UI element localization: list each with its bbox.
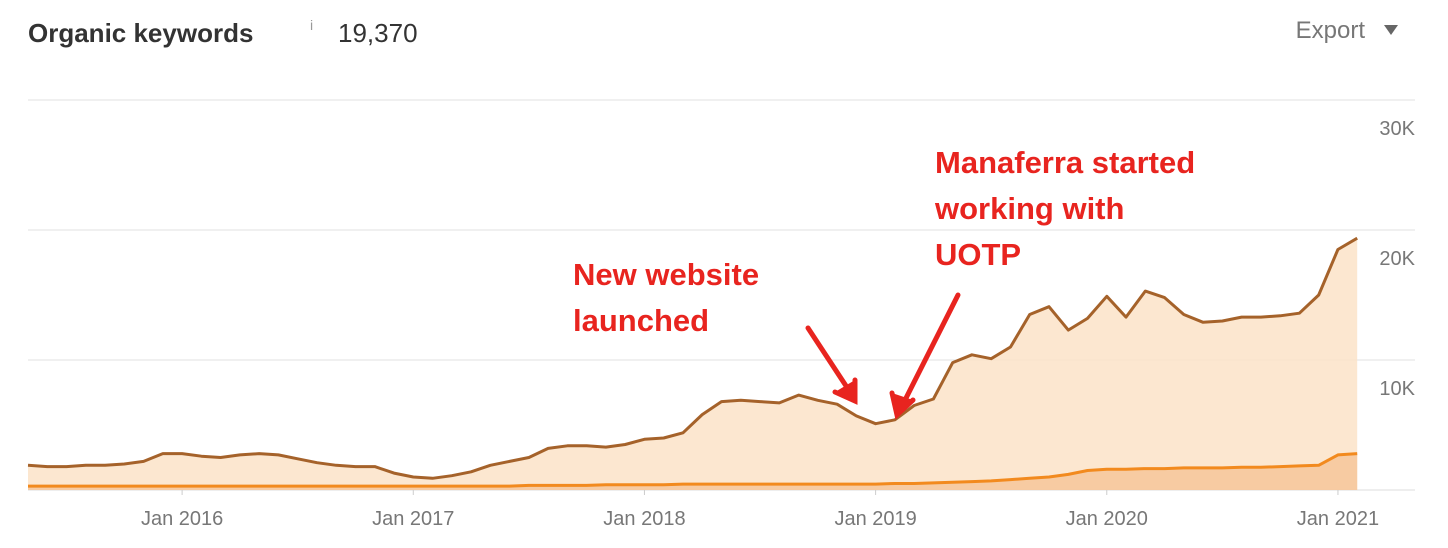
plot: 10K 20K 30K Jan 2016 Jan 2017 Jan 2018 Jan 201… [27,99,1416,530]
info-icon[interactable]: i [310,17,313,33]
annotation-line: UOTP [935,237,1021,272]
chart-title: Organic keywords [28,18,253,48]
series-area [28,238,1358,490]
series-line [27,236,1358,480]
y-tick-label: 10K [1379,378,1415,400]
x-tick-label: Jan 2017 [372,508,454,530]
export-button[interactable]: Export [1296,17,1366,44]
export-caret[interactable] [1384,25,1398,35]
arrow-head [832,377,858,405]
x-tick-label: Jan 2021 [1297,508,1379,530]
annotation-line: New website [573,257,759,292]
arrows [805,292,961,420]
series-line [28,452,1358,488]
x-tick-label: Jan 2016 [141,508,223,530]
series-area [28,453,1358,490]
x-tick-label: Jan 2019 [834,508,916,530]
arrow [805,325,855,398]
headline-value: 19,370 [338,18,418,48]
annotation-line: working with [934,191,1124,226]
annotations: New website launched Manaferra started work… [571,143,1198,341]
y-tick-label: 20K [1379,248,1415,270]
x-tick-label: Jan 2018 [603,508,685,530]
arrow [897,292,961,413]
y-tick-label: 30K [1379,118,1415,140]
arrow-head [889,390,916,420]
annotation-line: Manaferra started [935,145,1195,180]
x-tick-label: Jan 2020 [1066,508,1148,530]
annotation-line: launched [573,303,709,338]
